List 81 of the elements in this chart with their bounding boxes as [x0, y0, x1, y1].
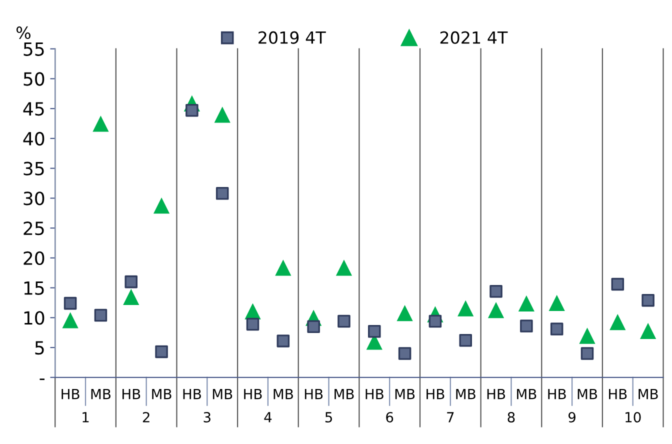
x-tick-label: MB [578, 388, 598, 400]
y-tick-label: 45 [23, 102, 44, 116]
text: 5 [325, 412, 332, 422]
point [214, 108, 230, 123]
point [124, 275, 138, 288]
point [611, 278, 624, 291]
point [549, 296, 564, 311]
x-tick-label: MB [517, 388, 536, 400]
point [458, 301, 474, 316]
y-tick-label: 55 [24, 42, 44, 56]
point [459, 334, 472, 347]
legend-label: 2021 4T [440, 31, 508, 44]
y-axis-title: % [16, 26, 30, 40]
text: 2 [142, 412, 150, 422]
x-tick-label: MB [334, 388, 354, 400]
point [397, 306, 412, 322]
x-tick-label: MB [274, 388, 293, 400]
point [186, 104, 198, 117]
point [154, 198, 170, 214]
point [123, 290, 139, 305]
point [336, 260, 352, 276]
x-tick-label: HB [62, 388, 80, 400]
x-tick-label: MB [152, 388, 172, 400]
text: 6 [386, 412, 394, 422]
x-tick-label: HB [244, 388, 262, 400]
text: 4 [264, 412, 272, 422]
y-tick-label: 40 [23, 132, 44, 146]
x-tick-label: MB [91, 388, 110, 400]
x-tick-label: MB [638, 388, 658, 400]
point [338, 314, 350, 328]
point [610, 314, 626, 330]
x-tick-label: HB [366, 388, 384, 400]
y-tick-label: 20 [24, 251, 44, 266]
point [94, 308, 108, 322]
point [520, 320, 533, 332]
point [245, 304, 260, 320]
text: 3 [204, 412, 210, 422]
x-tick-label: HB [304, 388, 323, 400]
x-tick-label: HB [183, 388, 201, 400]
point [62, 313, 78, 328]
legend-label: 2019 4T [258, 31, 326, 44]
point [64, 296, 77, 310]
text: 7 [447, 412, 454, 422]
point [428, 314, 442, 328]
point [640, 324, 656, 340]
point [276, 260, 291, 276]
y-tick-label: 25 [24, 222, 44, 236]
y-tick-label: 5 [35, 341, 44, 355]
point [550, 322, 564, 336]
point [216, 187, 229, 200]
x-tick-label: HB [122, 388, 140, 400]
y-tick-label: 30 [24, 192, 44, 206]
y-tick-label: 35 [24, 162, 44, 176]
point [246, 318, 260, 331]
x-tick-label: MB [456, 388, 476, 400]
x-tick-label: HB [426, 388, 444, 400]
point [155, 345, 168, 358]
point [307, 320, 320, 334]
y-tick-label: 15 [24, 281, 44, 295]
text: 8 [508, 412, 515, 422]
point [490, 284, 502, 298]
point [642, 294, 654, 307]
x-tick-label: HB [609, 388, 627, 400]
y-tick-label: - [40, 378, 44, 380]
x-tick-label: HB [487, 388, 506, 400]
point [93, 116, 108, 132]
x-tick-label: HB [548, 388, 566, 400]
y-tick-label: 10 [24, 311, 44, 325]
point [518, 296, 534, 312]
point [398, 347, 412, 360]
x-tick-label: MB [212, 388, 232, 400]
point [276, 334, 290, 348]
point [580, 347, 594, 360]
point [488, 302, 504, 318]
x-tick-label: MB [395, 388, 415, 400]
text: 1 [82, 412, 89, 422]
point [580, 328, 595, 344]
point [368, 325, 381, 338]
text: 9 [568, 412, 576, 422]
text: 10 [626, 412, 641, 422]
y-tick-label: 50 [24, 72, 44, 86]
